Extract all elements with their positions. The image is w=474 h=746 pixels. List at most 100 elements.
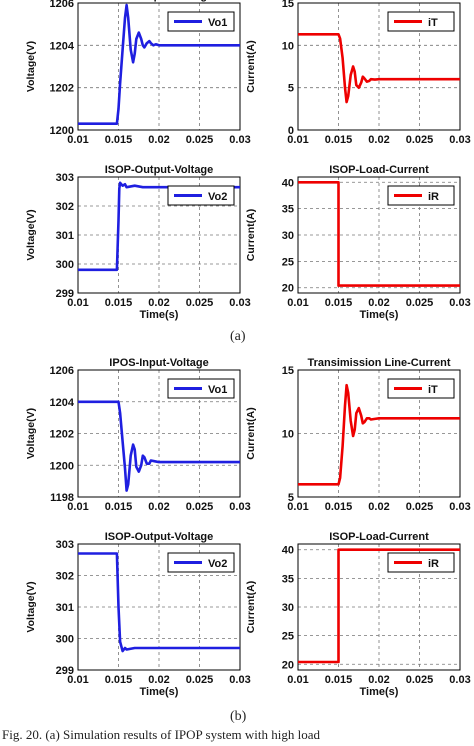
y-axis-label: Current(A) (245, 407, 257, 460)
plot-frame (77, 543, 241, 671)
chart-title: ISOP-Load-Current (329, 164, 429, 176)
y-tick-label: 1202 (50, 429, 74, 441)
x-axis-label: Time(s) (360, 309, 399, 321)
legend-label: Vo1 (208, 17, 227, 29)
plot-frame (77, 176, 241, 294)
y-tick-label: 300 (56, 259, 74, 271)
y-tick-label: 1200 (50, 125, 74, 137)
x-tick-label: 0.025 (186, 501, 214, 513)
y-axis-label: Voltage(V) (25, 41, 37, 92)
y-tick-label: 1198 (50, 492, 74, 504)
y-axis-label: Voltage(V) (25, 408, 37, 459)
y-tick-label: 5 (288, 492, 294, 504)
y-tick-label: 35 (282, 573, 294, 585)
x-tick-label: 0.02 (368, 134, 389, 146)
y-tick-label: 1200 (50, 460, 74, 472)
chart-panel-4: 0.01 0.015 0.02 0.025 0.03 20 25 30 35 40 ISOP-Loa… (245, 164, 471, 321)
x-tick-label: 0.01 (287, 297, 308, 309)
series-line-iR (298, 181, 460, 287)
chart-panel-1: 0.01 0.015 0.02 0.025 0.03 1200 1202 1204 1206 IP… (25, 0, 251, 146)
x-tick-label: 0.03 (229, 297, 250, 309)
x-tick-label: 0.03 (449, 674, 470, 686)
y-tick-label: 1206 (50, 365, 74, 377)
plot-frame (77, 369, 241, 498)
y-tick-label: 1204 (50, 40, 75, 52)
y-tick-label: 10 (282, 40, 294, 52)
y-axis-label: Voltage(V) (25, 581, 37, 632)
chart-panel-2: 0.01 0.015 0.02 0.025 0.03 0 5 10 15 Transimissio… (245, 0, 471, 146)
series-line-Vo2 (78, 552, 240, 653)
chart-panel-8: 0.01 0.015 0.02 0.025 0.03 20 25 30 35 40 ISOP-Loa… (245, 531, 471, 698)
y-tick-label: 0 (288, 125, 294, 137)
x-tick-label: 0.03 (449, 297, 470, 309)
y-tick-label: 303 (56, 172, 74, 184)
chart-title: IPOS-Input-Voltage (109, 357, 208, 369)
y-tick-label: 299 (56, 665, 74, 677)
chart-panel-6: 0.01 0.015 0.02 0.025 0.03 5 10 15 Transimission… (245, 357, 471, 513)
x-tick-label: 0.03 (449, 134, 470, 146)
x-tick-label: 0.01 (67, 501, 88, 513)
x-tick-label: 0.015 (105, 674, 133, 686)
y-tick-label: 10 (282, 429, 294, 441)
y-tick-label: 15 (282, 365, 294, 377)
subfigure-label-b: (b) (230, 709, 247, 724)
series-line-Vo1 (78, 400, 240, 492)
chart-title: Transimission Line-Current (307, 357, 450, 369)
y-tick-label: 40 (282, 177, 294, 189)
chart-panel-5: 0.01 0.015 0.02 0.025 0.03 1198 1200 1202 1204 12… (25, 357, 251, 513)
y-tick-label: 35 (282, 204, 294, 216)
y-tick-label: 302 (56, 571, 74, 583)
chart-title: ISOP-Output-Voltage (105, 531, 214, 543)
x-tick-label: 0.02 (148, 674, 169, 686)
legend-label: Vo2 (208, 558, 227, 570)
chart-title: ISOP-Load-Current (329, 531, 429, 543)
x-tick-label: 0.015 (105, 297, 133, 309)
chart-panel-7: 0.01 0.015 0.02 0.025 0.03 299 300 301 302 303 ISO… (25, 531, 251, 698)
chart-title: ISOP-Output-Voltage (105, 164, 214, 176)
x-tick-label: 0.015 (325, 134, 353, 146)
legend-label: Vo2 (208, 191, 227, 203)
y-tick-label: 25 (282, 631, 294, 643)
x-tick-label: 0.025 (406, 297, 434, 309)
x-axis-label: Time(s) (140, 686, 179, 698)
x-tick-label: 0.01 (67, 297, 88, 309)
x-tick-label: 0.025 (186, 134, 214, 146)
y-tick-label: 302 (56, 201, 74, 213)
plot-frame (297, 2, 461, 131)
y-tick-label: 40 (282, 545, 294, 557)
series-line-Vo1 (78, 3, 240, 125)
legend-label: iR (428, 191, 439, 203)
legend-label: iR (428, 558, 439, 570)
series-line-Vo2 (78, 181, 240, 272)
x-tick-label: 0.02 (368, 297, 389, 309)
x-tick-label: 0.01 (287, 674, 308, 686)
x-tick-label: 0.025 (406, 134, 434, 146)
x-tick-label: 0.02 (368, 674, 389, 686)
series-line-iT (298, 32, 460, 104)
y-tick-label: 301 (56, 602, 74, 614)
y-tick-label: 300 (56, 634, 74, 646)
y-tick-label: 20 (282, 283, 294, 295)
x-tick-label: 0.015 (325, 501, 353, 513)
x-tick-label: 0.025 (186, 297, 214, 309)
y-tick-label: 5 (288, 83, 294, 95)
x-tick-label: 0.015 (325, 297, 353, 309)
figure-caption: Fig. 20. (a) Simulation results of IPOP … (2, 727, 321, 742)
x-tick-label: 0.02 (148, 134, 169, 146)
x-tick-label: 0.02 (368, 501, 389, 513)
series-line-iT (298, 383, 460, 486)
x-tick-label: 0.025 (406, 501, 434, 513)
y-axis-label: Current(A) (245, 209, 257, 262)
y-tick-label: 30 (282, 602, 294, 614)
y-tick-label: 1202 (50, 83, 74, 95)
x-tick-label: 0.02 (148, 297, 169, 309)
x-tick-label: 0.01 (287, 134, 308, 146)
legend-label: iT (428, 384, 438, 396)
y-tick-label: 20 (282, 659, 294, 671)
y-tick-label: 15 (282, 0, 294, 10)
x-tick-label: 0.03 (229, 134, 250, 146)
y-tick-label: 299 (56, 288, 74, 300)
legend-label: iT (428, 17, 438, 29)
x-axis-label: Time(s) (140, 309, 179, 321)
